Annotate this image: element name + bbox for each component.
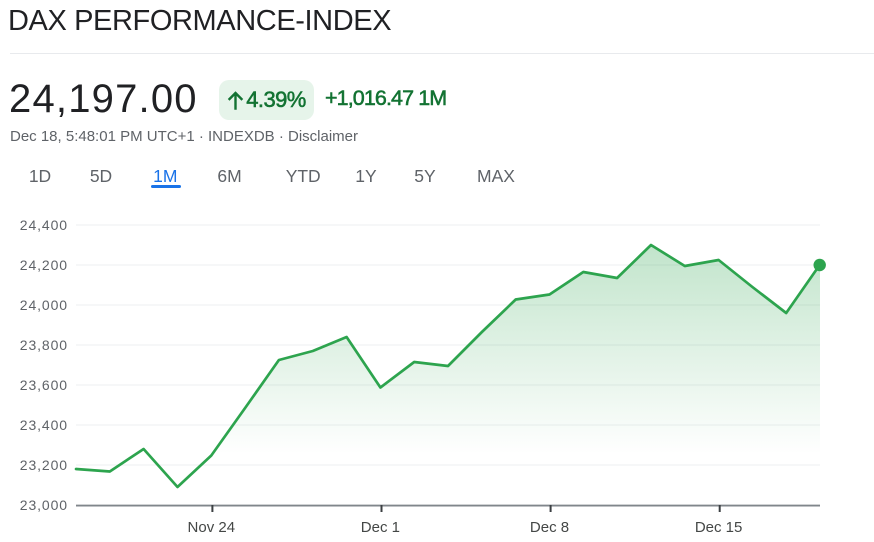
svg-text:Dec 8: Dec 8 <box>530 519 569 536</box>
svg-text:23,400: 23,400 <box>20 417 68 433</box>
svg-text:Nov 24: Nov 24 <box>188 519 236 536</box>
svg-text:Dec 15: Dec 15 <box>695 519 743 536</box>
svg-text:24,200: 24,200 <box>20 257 68 273</box>
svg-text:23,800: 23,800 <box>20 337 68 353</box>
svg-text:24,000: 24,000 <box>20 297 68 313</box>
svg-text:24,400: 24,400 <box>20 217 68 233</box>
svg-text:23,000: 23,000 <box>20 497 68 513</box>
svg-text:23,600: 23,600 <box>20 377 68 393</box>
svg-text:23,200: 23,200 <box>20 457 68 473</box>
svg-text:Dec 1: Dec 1 <box>361 519 400 536</box>
